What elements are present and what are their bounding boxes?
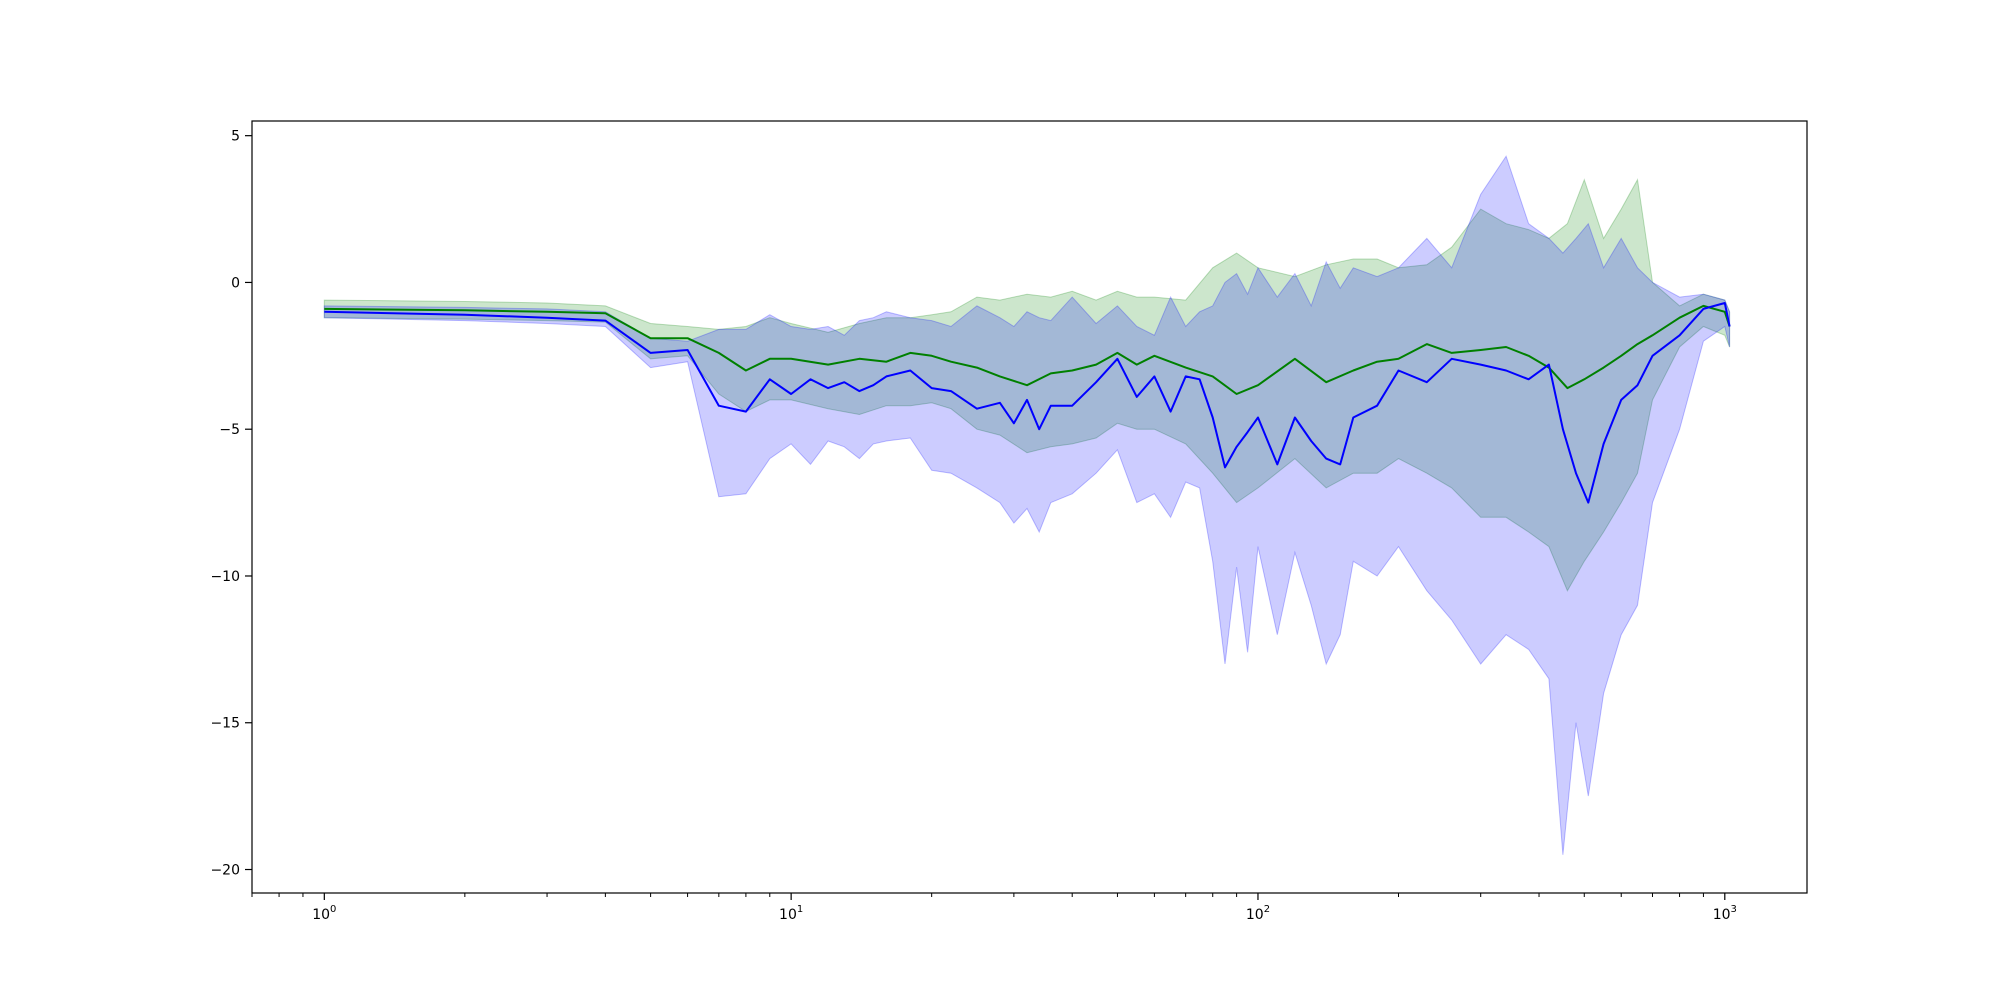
x-tick-base: 10: [1713, 907, 1731, 923]
y-tick-label: 0: [231, 275, 240, 291]
y-tick-label: −15: [210, 716, 240, 732]
x-tick-label: 101: [779, 904, 803, 923]
plot-frame: [251, 120, 1808, 894]
x-tick-base: 10: [312, 907, 330, 923]
series-1-line: [324, 304, 1731, 395]
y-axis: 5 0 −5 −10 −15 −20: [210, 129, 252, 879]
x-tick-exponent: 3: [1731, 904, 1737, 915]
x-tick-exponent: 2: [1264, 904, 1270, 915]
series-2-band: [323, 155, 1731, 855]
x-tick-base: 10: [1246, 907, 1264, 923]
x-tick-exponent: 1: [797, 904, 803, 915]
x-tick-label: 103: [1713, 904, 1737, 923]
y-tick-label: 5: [231, 129, 240, 145]
x-tick-exponent: 0: [330, 904, 336, 915]
y-tick-label: −5: [219, 422, 240, 438]
x-axis: 100 101 102 103: [251, 893, 1737, 923]
y-tick-label: −10: [210, 569, 240, 585]
series-lines: [324, 302, 1731, 504]
x-tick-base: 10: [779, 907, 797, 923]
x-tick-label: 102: [1246, 904, 1270, 923]
series-2-line: [324, 302, 1731, 504]
y-tick-label: −20: [210, 863, 240, 879]
x-tick-label: 100: [312, 904, 336, 923]
